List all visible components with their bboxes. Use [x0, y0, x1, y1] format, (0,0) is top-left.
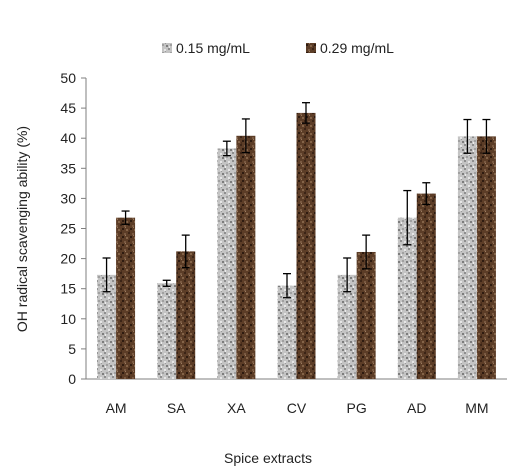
bar-xa-series-2 — [236, 135, 256, 379]
x-tick-label-sa: SA — [167, 400, 186, 416]
y-tick-label: 45 — [60, 100, 76, 116]
x-axis-ticks: AM SA XA CV PG AD MM — [106, 400, 489, 416]
bar-cv-series-1 — [277, 285, 297, 379]
legend: 0.15 mg/mL 0.29 mg/mL — [162, 40, 394, 56]
x-tick-label-pg: PG — [347, 400, 367, 416]
y-tick-label: 15 — [60, 281, 76, 297]
y-tick-label: 40 — [60, 130, 76, 146]
y-tick-label: 10 — [60, 311, 76, 327]
legend-swatch-series-1 — [162, 43, 172, 53]
y-tick-label: 50 — [60, 70, 76, 86]
bar-mm-series-2 — [476, 136, 496, 379]
bar-mm-series-1 — [457, 136, 477, 379]
bar-xa-series-1 — [217, 148, 237, 379]
y-axis-title: OH radical scavenging ability (%) — [14, 126, 30, 332]
bar-sa-series-1 — [157, 283, 177, 379]
x-axis-title: Spice extracts — [224, 450, 312, 466]
bar-ad-series-2 — [416, 193, 436, 379]
x-tick-label-cv: CV — [287, 400, 307, 416]
bar-pg-series-2 — [356, 251, 376, 379]
bar-sa-series-2 — [176, 251, 196, 379]
y-tick-label: 20 — [60, 251, 76, 267]
legend-swatch-series-2 — [306, 43, 316, 53]
bar-ad-series-1 — [397, 217, 417, 379]
bar-am-series-2 — [116, 217, 136, 379]
y-tick-label: 30 — [60, 190, 76, 206]
legend-label-series-2: 0.29 mg/mL — [320, 40, 394, 56]
y-tick-label: 25 — [60, 221, 76, 237]
x-tick-label-xa: XA — [227, 400, 246, 416]
bar-cv-series-2 — [296, 112, 316, 379]
bar-pg-series-1 — [337, 274, 357, 379]
y-tick-label: 5 — [68, 341, 76, 357]
error-bars — [102, 102, 491, 299]
legend-label-series-1: 0.15 mg/mL — [176, 40, 250, 56]
bar-am-series-1 — [97, 274, 117, 379]
y-axis-ticks: 0 5 10 15 20 25 30 35 40 45 50 — [60, 70, 86, 387]
y-tick-label: 0 — [68, 371, 76, 387]
bars — [97, 112, 496, 379]
x-tick-label-mm: MM — [465, 400, 488, 416]
y-tick-label: 35 — [60, 160, 76, 176]
x-tick-label-am: AM — [106, 400, 127, 416]
x-tick-label-ad: AD — [407, 400, 426, 416]
